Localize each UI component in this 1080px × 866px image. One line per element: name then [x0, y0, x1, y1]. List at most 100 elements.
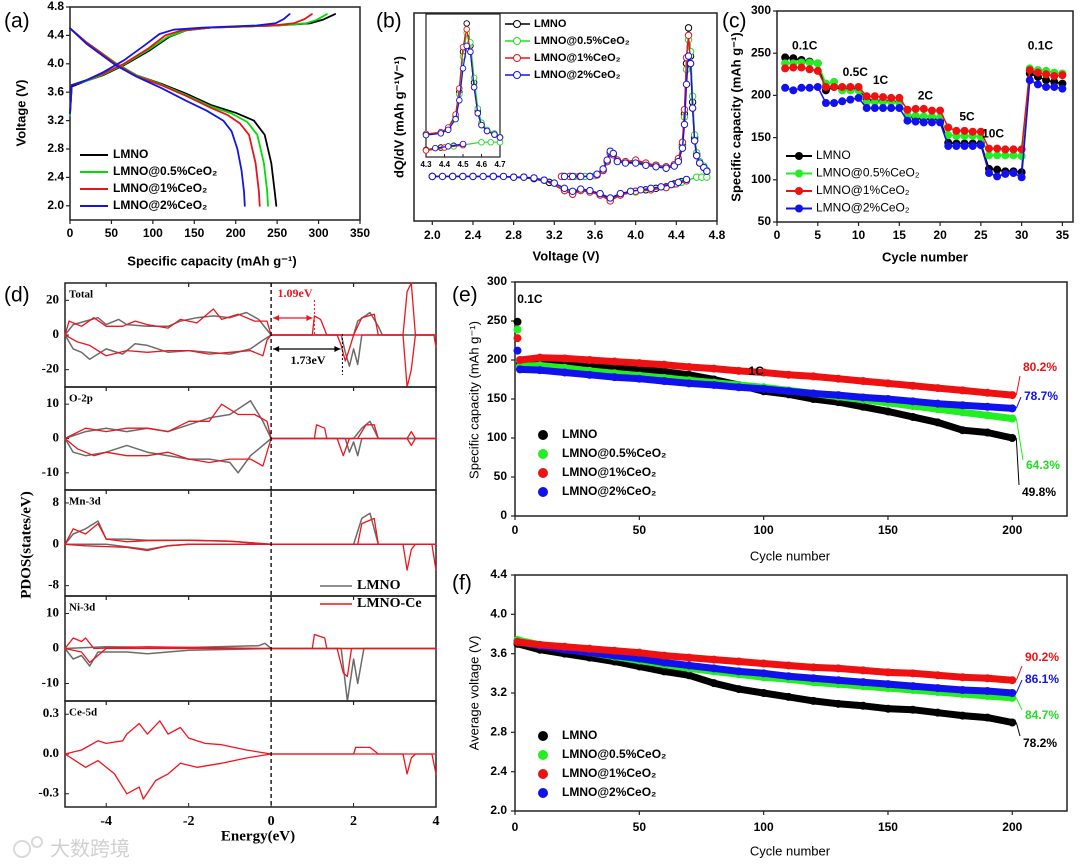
rate-point	[830, 82, 839, 91]
dqdv-point	[509, 173, 518, 181]
rate-point	[1058, 84, 1067, 93]
cycling-point	[560, 368, 569, 377]
rate-point	[862, 98, 871, 107]
x-tick-label: 4.8	[709, 228, 726, 242]
legend-marker	[538, 487, 548, 497]
cycling-point	[784, 692, 793, 701]
cycling-point	[1008, 689, 1017, 697]
cycling-point	[958, 386, 967, 395]
cycling-point	[958, 673, 967, 682]
rate-point	[993, 144, 1002, 153]
rate-point	[789, 63, 798, 72]
dqdv-point	[674, 157, 683, 166]
legend-label: LMNO	[562, 427, 597, 441]
c-rate-label: 0.5C	[843, 65, 869, 79]
cycling-point	[1008, 391, 1017, 400]
cycling-point	[734, 366, 743, 375]
rate-point	[862, 104, 871, 113]
cycling-point	[883, 395, 892, 403]
panel-label: (b)	[376, 10, 402, 33]
lmno-pdos-up	[64, 512, 437, 546]
cycling-point	[933, 418, 942, 427]
legend-label: LMNO	[562, 728, 597, 742]
legend-marker	[795, 204, 803, 213]
c-rate-label: 5C	[959, 110, 975, 124]
rate-point	[862, 92, 871, 101]
retention-arrow	[1015, 665, 1023, 681]
y-tick-label: 2.8	[490, 725, 507, 739]
legend-label: LMNO@2%CeO₂	[534, 69, 621, 81]
cycling-point	[759, 669, 768, 678]
cycling-point	[859, 701, 868, 710]
cycling-point	[610, 357, 619, 366]
legend-marker	[538, 769, 548, 779]
cycling-point	[1008, 414, 1017, 423]
inset-point	[463, 26, 470, 33]
retention-label: 64.3%	[1026, 458, 1060, 472]
cycling-point	[933, 684, 942, 693]
cycling-point	[759, 689, 768, 697]
x-tick-label: -4	[100, 814, 112, 829]
cycling-point	[958, 426, 967, 435]
rate-point	[813, 66, 822, 75]
cycling-point	[685, 661, 694, 670]
x-tick-label: 2.4	[465, 228, 482, 242]
rate-point	[952, 126, 961, 135]
retention-label: 86.1%	[1025, 672, 1059, 686]
dqdv-point	[599, 165, 607, 173]
inset-x-tick-label: 4.7	[494, 160, 506, 169]
initial-0.1c-point	[513, 334, 522, 343]
legend-marker	[513, 71, 521, 79]
dqdv-point	[642, 161, 650, 169]
rate-point	[927, 118, 936, 127]
inset-point	[452, 115, 459, 123]
inset-point	[470, 84, 478, 91]
x-axis-title: Cycle number	[882, 249, 968, 264]
legend-marker	[538, 750, 548, 760]
dqdv-point	[560, 184, 569, 193]
dqdv-point	[686, 59, 695, 68]
rate-point	[895, 93, 904, 102]
retention-arrow	[1015, 697, 1023, 711]
legend-label: LMNO@1%CeO₂	[113, 181, 207, 195]
y-tick-label: 2.0	[47, 198, 64, 212]
rate-point	[968, 127, 977, 136]
lmno-pdos-down	[64, 437, 437, 474]
rate-point	[944, 142, 953, 151]
cycling-point	[859, 666, 868, 675]
cycling-point	[809, 674, 818, 683]
rate-point	[1009, 145, 1018, 154]
rate-point	[1001, 145, 1010, 154]
rate-point	[944, 131, 953, 140]
legend-label: LMNO@1%CeO₂	[562, 465, 656, 479]
y-tick-label: 150	[487, 391, 507, 405]
rate-point	[993, 172, 1002, 181]
dqdv-point	[637, 186, 645, 194]
inset-point	[496, 134, 504, 141]
cycling-point	[610, 646, 619, 655]
y-axis-title: Specific capacity (mAh g⁻¹)	[728, 32, 743, 201]
x-tick-label: 20	[933, 228, 947, 242]
subplot-label: Ce-5d	[69, 707, 97, 719]
cycling-point	[759, 384, 768, 393]
x-axis-title: Energy(eV)	[221, 828, 295, 844]
y-axis-title: PDOS(states/eV)	[18, 491, 34, 598]
legend-label: LMNO@1%CeO₂	[816, 183, 910, 197]
y-tick-label: 4.0	[47, 56, 64, 70]
x-tick-label: 5	[814, 228, 821, 242]
panel-label: (c)	[722, 10, 747, 33]
discharge-curve	[69, 27, 261, 207]
x-tick-label: 2	[350, 814, 357, 829]
dqdv-point	[688, 104, 697, 112]
x-tick-label: 4	[433, 814, 440, 829]
cycling-point	[983, 402, 992, 411]
rate-point	[1042, 82, 1051, 91]
rate-point	[960, 126, 969, 135]
rate-point	[1050, 71, 1059, 80]
lmno-ce-pdos-up	[64, 633, 437, 650]
lmno-ce-pdos-up	[64, 720, 437, 755]
rate-point	[911, 111, 920, 120]
y-tick-label: 250	[751, 45, 771, 59]
rate-point	[1017, 173, 1026, 182]
inset-point	[422, 147, 430, 154]
